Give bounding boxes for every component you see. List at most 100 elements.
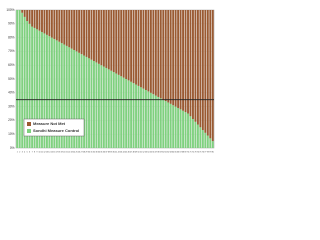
bar-segment	[179, 109, 182, 148]
bar-segment	[140, 87, 142, 148]
x-tick-label: 22	[68, 151, 70, 153]
x-tick-label: 65	[175, 151, 177, 153]
bar-segment	[36, 29, 38, 148]
bar-segment	[107, 69, 110, 148]
bar-segment	[43, 33, 46, 148]
bar-segment	[122, 10, 125, 78]
x-tick-label: 10	[39, 151, 41, 153]
bar-segment	[140, 10, 142, 88]
bar-segment	[154, 10, 157, 96]
y-tick-label: 50%	[8, 77, 15, 81]
bar-segment	[162, 99, 165, 148]
bar-segment	[169, 103, 172, 148]
bar-segment	[21, 12, 24, 149]
x-tick-label: 32	[93, 151, 95, 153]
x-tick-label: 64	[172, 151, 174, 153]
x-tick-label: 43	[120, 151, 122, 153]
bar-segment	[187, 10, 189, 114]
bar-segment	[142, 10, 145, 89]
bar-segment	[102, 10, 105, 67]
bar-segment	[65, 10, 68, 46]
bar-segment	[157, 10, 160, 97]
bar-segment	[58, 41, 61, 148]
bar-segment	[70, 10, 73, 49]
x-tick-label: 62	[167, 151, 169, 153]
bar-segment	[169, 10, 172, 104]
bar-segment	[194, 10, 197, 122]
bar-segment	[26, 21, 29, 148]
bar-segment	[209, 10, 212, 139]
bar-segment	[149, 92, 152, 148]
x-tick-label: 24	[73, 151, 75, 153]
x-tick-label: 15	[51, 151, 53, 153]
x-tick-label: 51	[140, 151, 142, 153]
bar-segment	[50, 10, 53, 38]
x-tick-label: 74	[197, 151, 199, 153]
x-tick-label: 44	[123, 151, 125, 153]
legend-label: Measure Not Met	[33, 121, 66, 126]
x-tick-label: 4	[24, 151, 25, 153]
bar-segment	[85, 56, 88, 148]
x-tick-label: 79	[209, 151, 211, 153]
bar-segment	[159, 10, 162, 99]
bar-segment	[130, 10, 133, 82]
x-tick-label: 3	[22, 151, 23, 153]
bar-segment	[189, 10, 192, 117]
x-tick-label: 34	[98, 151, 100, 153]
x-tick-label: 38	[108, 151, 110, 153]
y-tick-label: 40%	[8, 91, 15, 95]
bar-segment	[142, 88, 145, 148]
x-tick-label: 35	[100, 151, 102, 153]
bar-segment	[88, 58, 90, 148]
bar-segment	[211, 141, 214, 148]
bar-segment	[33, 10, 36, 28]
bar-segment	[78, 52, 81, 148]
bar-segment	[137, 85, 140, 148]
bar-segment	[189, 116, 192, 148]
y-tick-label: 0%	[10, 146, 15, 150]
x-tick-label: 68	[182, 151, 184, 153]
bar-segment	[45, 10, 48, 35]
chart: 0%10%20%30%40%50%60%70%80%90%100%1 2 3 4 5 6 7…	[0, 0, 220, 165]
bar-segment	[41, 32, 43, 148]
bar-segment	[75, 10, 78, 52]
x-tick-label: 13	[46, 151, 48, 153]
x-tick-label: 77	[204, 151, 206, 153]
x-tick-label: 19	[61, 151, 63, 153]
y-tick-label: 70%	[8, 49, 15, 53]
bar-segment	[36, 10, 38, 30]
x-tick-label: 48	[133, 151, 135, 153]
bar-segment	[194, 121, 197, 148]
bar-segment	[80, 10, 83, 55]
x-tick-label: 45	[125, 151, 127, 153]
x-tick-label: 17	[56, 151, 58, 153]
bar-segment	[149, 10, 152, 93]
bar-segment	[60, 43, 63, 149]
x-tick-label: 52	[142, 151, 144, 153]
bar-segment	[45, 34, 48, 149]
bar-segment	[93, 61, 95, 149]
x-tick-label: 55	[150, 151, 152, 153]
bar-segment	[78, 10, 81, 53]
bar-segment	[199, 10, 202, 128]
bar-segment	[68, 10, 71, 48]
x-tick-label: 1	[17, 151, 18, 153]
bar-segment	[117, 10, 120, 75]
bar-segment	[90, 59, 93, 148]
bar-segment	[147, 10, 150, 92]
bar-segment	[162, 10, 165, 100]
bar-segment	[130, 81, 133, 148]
bar-segment	[102, 66, 105, 148]
bar-segment	[204, 132, 207, 148]
bar-segment	[174, 106, 177, 148]
x-tick-label: 21	[66, 151, 68, 153]
bar-segment	[112, 10, 115, 73]
bar-segment	[137, 10, 140, 86]
bar-segment	[65, 45, 68, 148]
bar-segment	[132, 83, 135, 148]
bar-segment	[209, 138, 212, 148]
bar-segment	[187, 113, 189, 148]
bar-segment	[53, 10, 56, 39]
bar-segment	[127, 10, 130, 81]
bar-segment	[164, 10, 167, 102]
